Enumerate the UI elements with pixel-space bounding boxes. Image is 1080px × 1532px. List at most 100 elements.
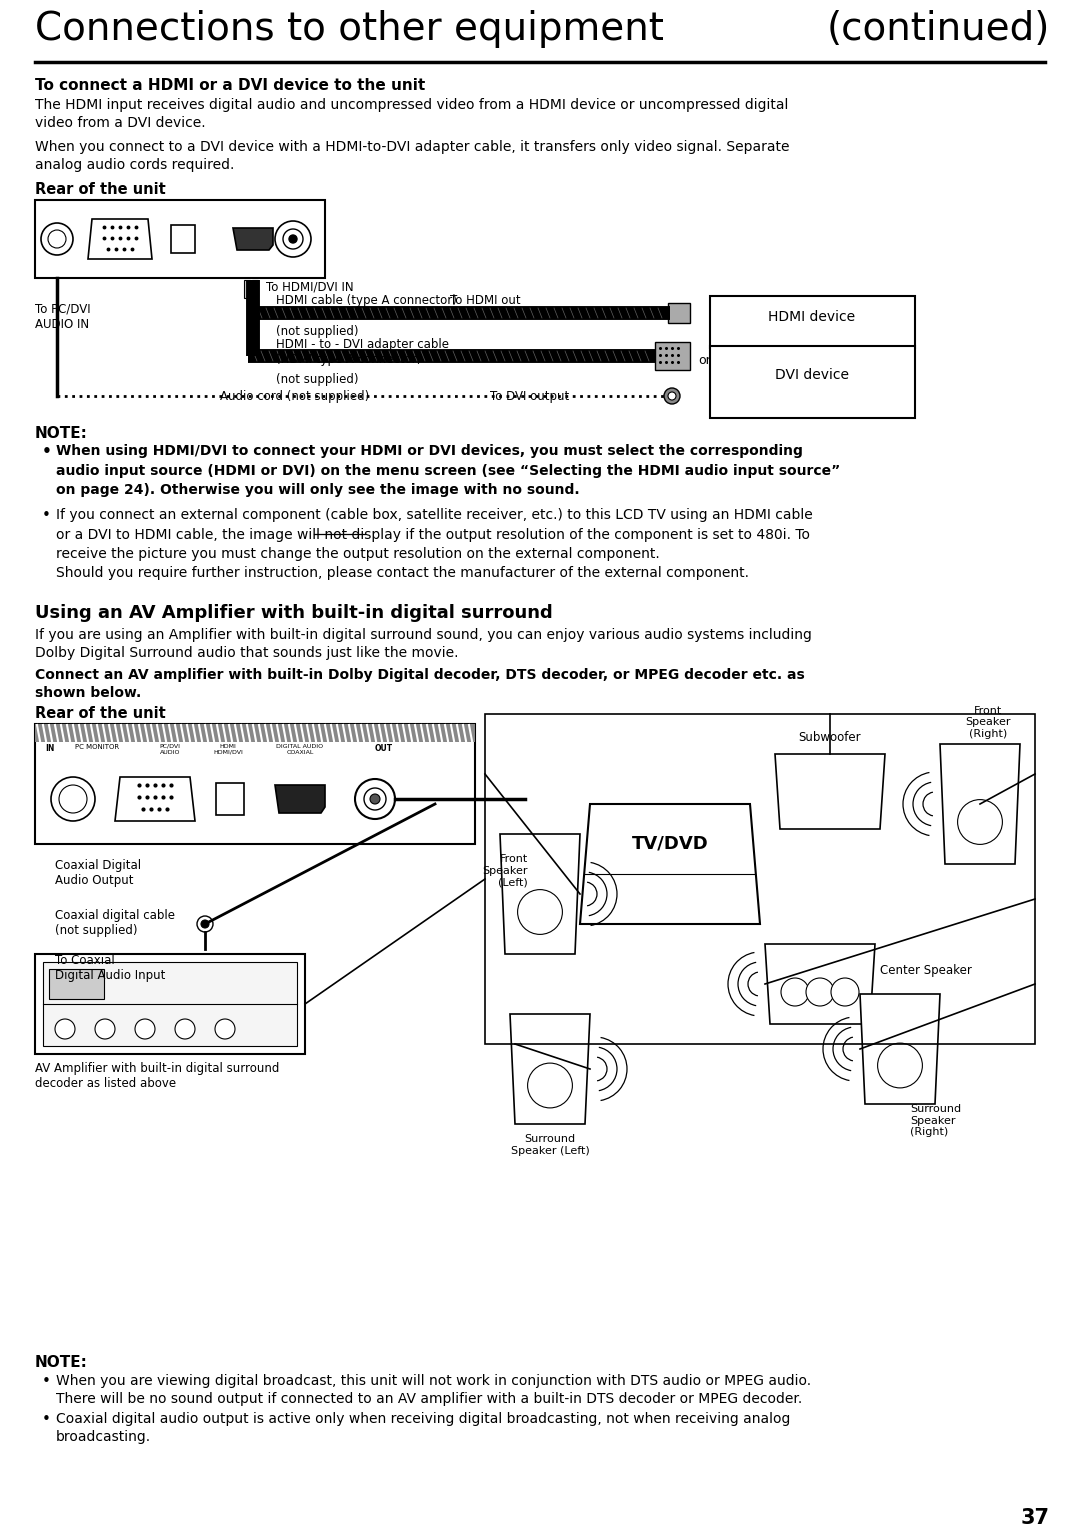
Text: Audio cord (not supplied): Audio cord (not supplied) (220, 391, 369, 403)
Text: If you are using an Amplifier with built-in digital surround sound, you can enjo: If you are using an Amplifier with built… (35, 628, 812, 660)
Bar (35, 954, 305, 1054)
Text: DIGITAL AUDIO
COAXIAL: DIGITAL AUDIO COAXIAL (276, 745, 324, 755)
Circle shape (669, 392, 676, 400)
Polygon shape (87, 219, 152, 259)
Text: NOTE:: NOTE: (35, 426, 87, 441)
Text: If you connect an external component (cable box, satellite receiver, etc.) to th: If you connect an external component (ca… (56, 509, 813, 581)
Text: Rear of the unit: Rear of the unit (35, 182, 165, 198)
Text: To connect a HDMI or a DVI device to the unit: To connect a HDMI or a DVI device to the… (35, 78, 426, 93)
Text: To PC/DVI
AUDIO IN: To PC/DVI AUDIO IN (35, 303, 91, 331)
Circle shape (55, 1019, 75, 1039)
Text: AV Amplifier with built-in digital surround
decoder as listed above: AV Amplifier with built-in digital surro… (35, 1062, 280, 1089)
Polygon shape (114, 777, 195, 821)
Circle shape (51, 777, 95, 821)
Text: TV/DVD: TV/DVD (632, 833, 708, 852)
Text: Subwoofer: Subwoofer (799, 731, 862, 745)
Text: Coaxial digital audio output is active only when receiving digital broadcasting,: Coaxial digital audio output is active o… (56, 1413, 791, 1445)
Text: The HDMI input receives digital audio and uncompressed video from a HDMI device : The HDMI input receives digital audio an… (35, 98, 788, 130)
Text: Using an AV Amplifier with built-in digital surround: Using an AV Amplifier with built-in digi… (35, 604, 553, 622)
Circle shape (355, 778, 395, 820)
Circle shape (806, 977, 834, 1007)
Text: When you are viewing digital broadcast, this unit will not work in conjunction w: When you are viewing digital broadcast, … (56, 1374, 811, 1406)
Text: •: • (42, 509, 51, 522)
Bar (710, 346, 915, 418)
Text: HDMI cable (type A connector): HDMI cable (type A connector) (276, 294, 457, 306)
Circle shape (517, 890, 563, 935)
Bar (244, 280, 249, 299)
Text: Front
Speaker
(Right): Front Speaker (Right) (966, 706, 1011, 738)
Circle shape (201, 921, 210, 928)
Text: To HDMI/DVI IN: To HDMI/DVI IN (266, 280, 353, 293)
Polygon shape (940, 745, 1020, 864)
Polygon shape (765, 944, 875, 1023)
Polygon shape (500, 833, 580, 954)
Text: Front
Speaker
(Left): Front Speaker (Left) (483, 853, 528, 887)
Bar (35, 725, 475, 741)
Polygon shape (775, 754, 885, 829)
Text: DVI device: DVI device (775, 368, 849, 381)
Text: OUT: OUT (375, 745, 393, 754)
Bar (35, 725, 475, 844)
Polygon shape (580, 804, 760, 924)
Circle shape (275, 221, 311, 257)
Text: NOTE:: NOTE: (35, 1354, 87, 1370)
Circle shape (41, 224, 73, 254)
Text: When using HDMI/DVI to connect your HDMI or DVI devices, you must select the cor: When using HDMI/DVI to connect your HDMI… (56, 444, 840, 496)
Polygon shape (233, 228, 273, 250)
Text: Coaxial Digital
Audio Output: Coaxial Digital Audio Output (55, 859, 141, 887)
Bar (654, 342, 690, 371)
Text: Center Speaker: Center Speaker (880, 964, 972, 977)
Bar (35, 201, 325, 277)
Circle shape (370, 794, 380, 804)
Polygon shape (275, 784, 325, 813)
Polygon shape (860, 994, 940, 1105)
Text: •: • (42, 1374, 51, 1390)
Bar (485, 714, 1035, 1043)
Bar (216, 783, 244, 815)
Text: or: or (698, 354, 711, 368)
Circle shape (283, 228, 303, 250)
Text: PC MONITOR: PC MONITOR (75, 745, 119, 751)
Circle shape (664, 388, 680, 404)
Circle shape (215, 1019, 235, 1039)
Circle shape (135, 1019, 156, 1039)
Circle shape (364, 787, 386, 810)
Bar (252, 280, 258, 299)
Bar (43, 962, 297, 1046)
Text: Rear of the unit: Rear of the unit (35, 706, 165, 722)
Text: Connect an AV amplifier with built-in Dolby Digital decoder, DTS decoder, or MPE: Connect an AV amplifier with built-in Do… (35, 668, 805, 700)
Circle shape (781, 977, 809, 1007)
Text: When you connect to a DVI device with a HDMI-to-DVI adapter cable, it transfers : When you connect to a DVI device with a … (35, 139, 789, 173)
Bar (669, 303, 690, 323)
Text: IN: IN (45, 745, 54, 754)
Text: Coaxial digital cable
(not supplied): Coaxial digital cable (not supplied) (55, 908, 175, 938)
Text: 37: 37 (1021, 1507, 1050, 1527)
Text: Surround
Speaker
(Right): Surround Speaker (Right) (910, 1105, 961, 1137)
Circle shape (95, 1019, 114, 1039)
Circle shape (175, 1019, 195, 1039)
Circle shape (958, 800, 1002, 844)
Circle shape (197, 916, 213, 931)
Text: (continued): (continued) (826, 11, 1050, 47)
Circle shape (878, 1043, 922, 1088)
Circle shape (48, 230, 66, 248)
Circle shape (289, 234, 297, 244)
Text: To HDMI out: To HDMI out (450, 294, 521, 306)
Text: PC/DVI
AUDIO: PC/DVI AUDIO (160, 745, 180, 755)
Circle shape (528, 1063, 572, 1108)
Bar (710, 296, 915, 348)
Text: HDMI - to - DVI adapter cable
(HDMI type A connector): HDMI - to - DVI adapter cable (HDMI type… (276, 339, 449, 366)
Text: •: • (42, 444, 52, 460)
Bar (171, 225, 195, 253)
Text: Surround
Speaker (Left): Surround Speaker (Left) (511, 1134, 590, 1155)
Text: HDMI
HDMI/DVI: HDMI HDMI/DVI (213, 745, 243, 755)
Text: HDMI device: HDMI device (769, 309, 855, 323)
Circle shape (831, 977, 859, 1007)
Bar (49, 970, 104, 999)
Text: To Coaxial
Digital Audio Input: To Coaxial Digital Audio Input (55, 954, 165, 982)
Text: (not supplied): (not supplied) (276, 372, 359, 386)
Text: Connections to other equipment: Connections to other equipment (35, 11, 664, 47)
Text: (not supplied): (not supplied) (276, 325, 359, 339)
Circle shape (59, 784, 87, 813)
Polygon shape (510, 1014, 590, 1124)
